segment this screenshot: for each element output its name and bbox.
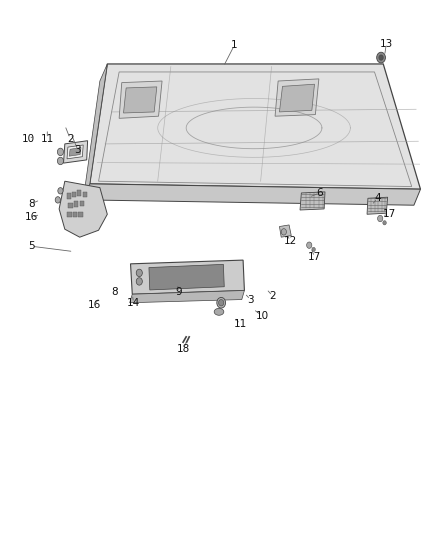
Text: 11: 11 xyxy=(233,319,247,329)
Circle shape xyxy=(312,247,315,252)
Polygon shape xyxy=(90,64,420,189)
Polygon shape xyxy=(275,79,319,116)
Text: 9: 9 xyxy=(175,287,182,297)
Text: 12: 12 xyxy=(283,236,297,246)
Circle shape xyxy=(136,278,142,285)
Text: 3: 3 xyxy=(247,295,254,304)
Text: 6: 6 xyxy=(316,188,323,198)
Text: 4: 4 xyxy=(374,193,381,203)
Polygon shape xyxy=(83,64,107,200)
Polygon shape xyxy=(131,260,244,294)
Polygon shape xyxy=(300,192,325,210)
Text: 8: 8 xyxy=(111,287,118,297)
Circle shape xyxy=(281,229,286,235)
Text: 18: 18 xyxy=(177,344,190,354)
Polygon shape xyxy=(149,264,224,290)
Polygon shape xyxy=(119,81,162,118)
Circle shape xyxy=(377,52,385,63)
Text: 16: 16 xyxy=(25,213,38,222)
Polygon shape xyxy=(279,84,314,112)
Polygon shape xyxy=(367,197,388,214)
Bar xyxy=(83,192,87,197)
Bar xyxy=(72,192,76,197)
Polygon shape xyxy=(130,290,244,303)
Polygon shape xyxy=(69,148,81,156)
Circle shape xyxy=(383,221,386,225)
Bar xyxy=(78,212,83,217)
Circle shape xyxy=(136,269,142,277)
Text: 3: 3 xyxy=(74,146,81,155)
Polygon shape xyxy=(83,184,420,205)
Text: 13: 13 xyxy=(380,39,393,49)
Bar xyxy=(80,201,84,206)
Text: 8: 8 xyxy=(28,199,35,208)
Ellipse shape xyxy=(214,308,224,315)
Bar xyxy=(67,193,71,199)
Text: 5: 5 xyxy=(28,241,35,251)
Bar xyxy=(67,212,72,217)
Circle shape xyxy=(57,157,64,165)
Circle shape xyxy=(58,188,63,194)
Text: 2: 2 xyxy=(269,291,276,301)
Text: 10: 10 xyxy=(22,134,35,143)
Bar xyxy=(73,212,77,217)
Circle shape xyxy=(307,242,312,248)
Circle shape xyxy=(55,197,60,203)
Polygon shape xyxy=(64,141,88,163)
Circle shape xyxy=(217,297,226,308)
Text: 11: 11 xyxy=(41,134,54,143)
Polygon shape xyxy=(124,87,157,113)
Bar xyxy=(77,190,81,196)
Text: 2: 2 xyxy=(67,134,74,143)
Bar xyxy=(74,201,78,207)
Circle shape xyxy=(378,215,383,222)
Circle shape xyxy=(219,300,224,306)
Polygon shape xyxy=(279,225,291,237)
Circle shape xyxy=(379,55,383,60)
Text: 14: 14 xyxy=(127,298,140,308)
Text: 1: 1 xyxy=(231,41,238,50)
Polygon shape xyxy=(67,145,83,159)
Bar xyxy=(68,203,73,208)
Text: 16: 16 xyxy=(88,300,101,310)
Text: 10: 10 xyxy=(255,311,268,320)
Text: 17: 17 xyxy=(308,252,321,262)
Polygon shape xyxy=(59,181,107,237)
Circle shape xyxy=(57,148,64,156)
Text: 17: 17 xyxy=(382,209,396,219)
